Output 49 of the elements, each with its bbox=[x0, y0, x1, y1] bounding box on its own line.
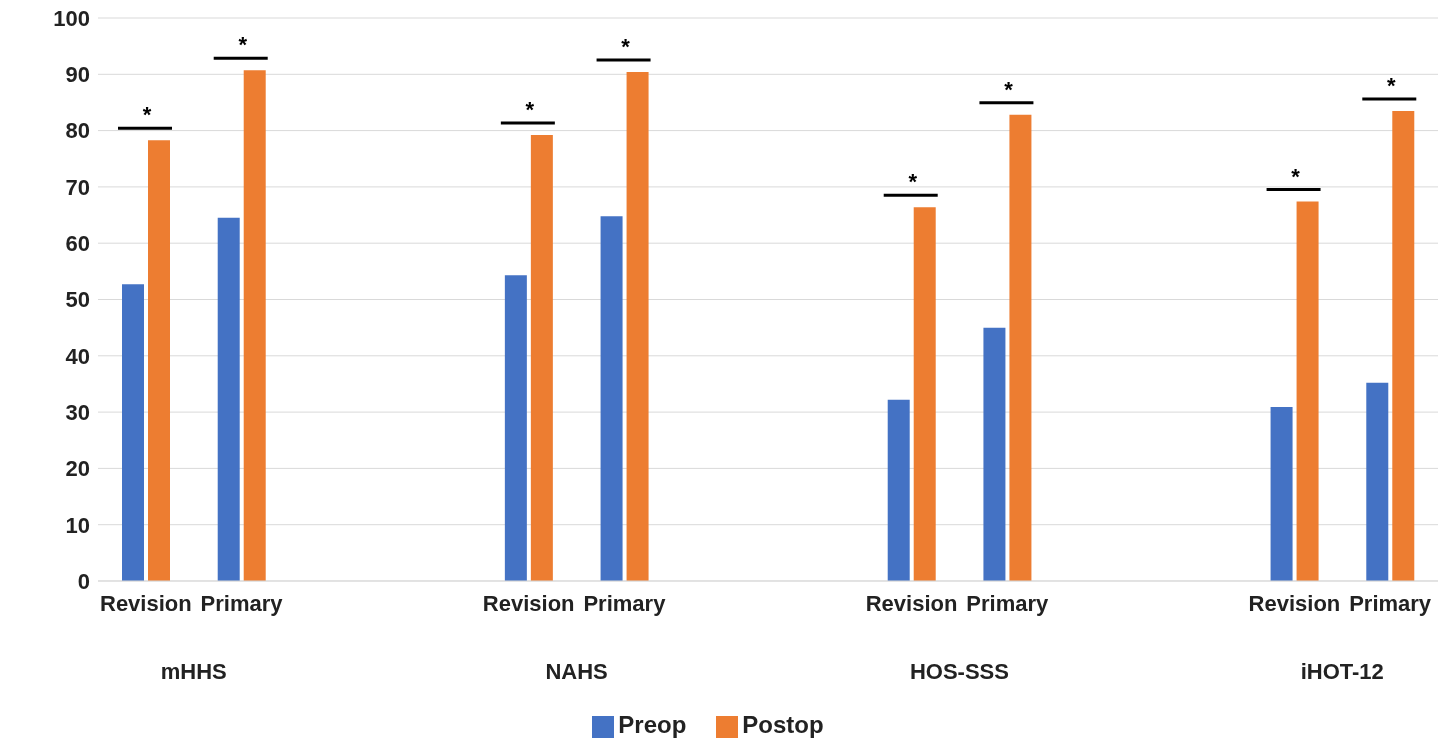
bar bbox=[1366, 382, 1389, 581]
y-tick-label: 40 bbox=[65, 343, 90, 369]
bar bbox=[530, 135, 553, 581]
bar bbox=[1009, 114, 1032, 581]
text: mHHS bbox=[160, 659, 227, 684]
text: HOS-SSS bbox=[909, 659, 1009, 684]
legend-label: Postop bbox=[742, 711, 824, 738]
y-tick-label: 50 bbox=[65, 287, 90, 313]
y-tick-label: 30 bbox=[65, 399, 90, 425]
annotation: * bbox=[238, 32, 248, 58]
y-tick-label: 100 bbox=[53, 5, 90, 31]
bar bbox=[122, 284, 144, 581]
annotation: * bbox=[1291, 163, 1301, 189]
x-tick-label: Primary bbox=[583, 591, 667, 616]
x-tick-label: Primary bbox=[1349, 591, 1432, 616]
x-tick-label: Revision bbox=[1248, 591, 1341, 616]
bar bbox=[600, 216, 623, 581]
x-tick-label: Revision bbox=[482, 591, 575, 616]
annotation: * bbox=[1004, 76, 1014, 102]
bar bbox=[504, 275, 527, 581]
y-tick-label: 60 bbox=[65, 231, 90, 257]
annotation: * bbox=[621, 34, 631, 60]
bar bbox=[243, 70, 266, 581]
y-tick-label: 70 bbox=[65, 174, 90, 200]
text: iHOT-12 bbox=[1300, 659, 1384, 684]
text: NAHS bbox=[545, 659, 608, 684]
y-tick-label: 90 bbox=[65, 62, 90, 88]
annotation: * bbox=[525, 97, 535, 123]
annotation: * bbox=[1387, 72, 1396, 98]
bar bbox=[626, 72, 649, 581]
bar bbox=[148, 140, 170, 581]
x-tick-label: Revision bbox=[865, 591, 958, 616]
x-tick-label: Primary bbox=[966, 591, 1050, 616]
y-tick-label: 10 bbox=[65, 512, 90, 538]
bar bbox=[983, 327, 1006, 581]
bar bbox=[1270, 407, 1293, 581]
y-tick-label: 20 bbox=[65, 456, 90, 482]
x-tick-label: Revision bbox=[100, 591, 192, 616]
annotation: * bbox=[908, 169, 918, 195]
y-tick-label: 80 bbox=[65, 118, 90, 144]
bar bbox=[1296, 201, 1319, 581]
y-tick-label: 0 bbox=[77, 568, 90, 594]
x-tick-label: Primary bbox=[200, 591, 284, 616]
bar bbox=[217, 217, 240, 581]
annotation: * bbox=[142, 102, 152, 128]
bar bbox=[887, 399, 910, 581]
bar bbox=[913, 207, 936, 581]
legend-label: Preop bbox=[618, 711, 687, 738]
bar bbox=[1392, 110, 1415, 581]
